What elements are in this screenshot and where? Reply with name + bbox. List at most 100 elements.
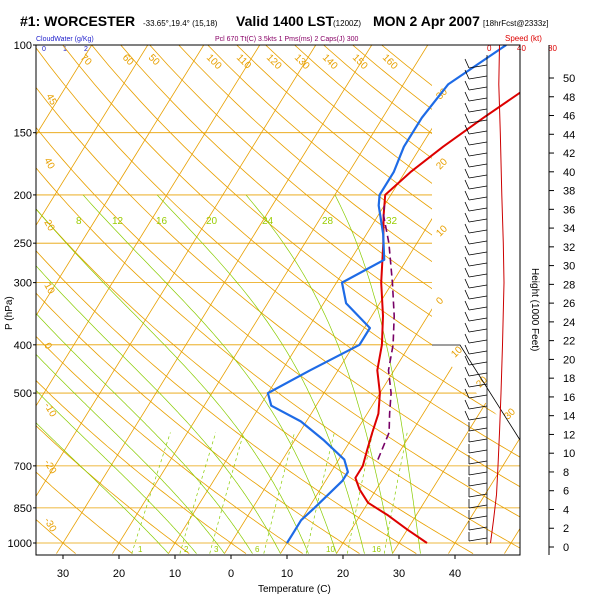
dry-adiabat-left-label: 45 (43, 92, 58, 108)
y-tick-label: 400 (14, 340, 32, 352)
height-tick-label: 40 (563, 167, 575, 179)
isotherm-line (448, 45, 520, 554)
moist-adiabat-line (36, 194, 169, 554)
height-tick-label: 4 (563, 504, 569, 516)
mixing-ratio-bottom-label: 16 (372, 545, 381, 554)
wind-speed-line (490, 44, 505, 544)
mixing-ratio-line (346, 432, 374, 554)
height-tick-label: 10 (563, 448, 575, 460)
cloudwater-label: CloudWater (g/Kg) (36, 36, 94, 43)
dry-adiabat-left-label: 0 (41, 341, 54, 352)
height-tick-label: 28 (563, 279, 575, 291)
dry-adiabat-line (265, 45, 520, 554)
y-tick-label: 1000 (8, 538, 32, 550)
wind-barb-flag (464, 113, 470, 124)
wind-barb-flag (464, 69, 470, 80)
isotherm-label: 10 (449, 344, 465, 360)
wind-barb (468, 416, 488, 421)
isotherm-line (112, 45, 435, 554)
wind-barb (468, 438, 488, 443)
valid-time: Valid 1400 LST (236, 13, 334, 29)
dry-adiabat-label: 110 (234, 52, 253, 71)
dry-adiabat-line (120, 45, 520, 554)
dry-adiabat-line (36, 45, 417, 554)
wind-barb (468, 526, 488, 531)
wind-barb (468, 405, 488, 410)
height-axis: 0246810121416182022242628303234363840424… (549, 73, 575, 554)
mixing-ratio-label: 24 (262, 216, 274, 227)
x-axis-title: Temperature (C) (258, 584, 331, 595)
wind-barb-flag (464, 410, 470, 421)
y-tick-label: 850 (14, 503, 32, 515)
y-tick-label: 300 (14, 278, 32, 290)
height-tick-label: 44 (563, 129, 575, 141)
wind-barb-flag (464, 157, 470, 168)
speed-tick-label: 0 (487, 44, 492, 53)
plot-frame (35, 44, 521, 556)
wind-barb-flag (464, 355, 470, 366)
height-tick-label: 22 (563, 336, 575, 348)
date-label: MON 2 Apr 2007 (373, 13, 480, 29)
mixing-ratio-bottom-label: 10 (326, 545, 335, 554)
wind-barb (468, 284, 488, 289)
wind-barb (468, 339, 488, 344)
wind-barb (468, 229, 488, 234)
dry-adiabat-left-label: 20 (41, 218, 56, 234)
mixing-ratio-bottom-label: 3 (214, 545, 219, 554)
x-tick-label: 20 (337, 568, 349, 580)
dry-adiabat-line (36, 45, 520, 554)
dry-adiabat-line (36, 45, 520, 554)
wind-barb (468, 493, 488, 498)
wind-barb (468, 504, 488, 509)
wind-barb (468, 185, 488, 190)
x-tick-label: 30 (393, 568, 405, 580)
y-axis: 100 150 200 250 300 400 500 700 850 1000 (8, 40, 36, 550)
dry-adiabat-left-label: -20 (41, 458, 58, 476)
wind-barb (468, 251, 488, 256)
sounding-series (266, 45, 520, 544)
mixing-ratio-label: 16 (156, 216, 168, 227)
wind-barb-flag (464, 201, 470, 212)
height-tick-label: 38 (563, 186, 575, 198)
dry-adiabat-label: 140 (320, 52, 340, 72)
wind-barb-flag (464, 168, 470, 179)
wind-barb-flag (464, 366, 470, 377)
dry-adiabat-label: 60 (120, 52, 136, 68)
isotherm-label: 10 (434, 223, 450, 239)
wind-barb (468, 295, 488, 300)
height-axis-title: Height (1000 Feet) (529, 268, 540, 351)
dry-adiabat-line (36, 45, 360, 554)
wind-barb (468, 207, 488, 212)
station-title: #1: WORCESTER (20, 13, 135, 29)
height-tick-label: 2 (563, 523, 569, 535)
wind-barb (468, 317, 488, 322)
isotherm-line (56, 45, 379, 554)
wind-barb (468, 537, 488, 542)
wind-barb-flag (464, 179, 470, 190)
height-tick-label: 8 (563, 467, 569, 479)
mixing-ratio-bottom-label: 1 (138, 545, 143, 554)
height-tick-label: 48 (563, 92, 575, 104)
moist-adiabat-line (156, 194, 365, 554)
moist-adiabat-line (245, 194, 393, 554)
wind-barb (468, 460, 488, 465)
isotherm-line (168, 45, 491, 554)
dry-adiabat-line (62, 45, 520, 554)
mixing-ratio-line (305, 432, 335, 554)
mixing-ratio-label: 32 (386, 216, 398, 227)
wind-barb (468, 372, 488, 377)
dry-adiabat-line (36, 45, 247, 554)
wind-barb (468, 174, 488, 179)
wind-barbs (432, 55, 521, 545)
height-tick-label: 12 (563, 429, 575, 441)
dry-adiabat-line (36, 45, 520, 554)
dry-adiabat-line (149, 45, 520, 554)
x-axis: 30 20 10 0 10 20 30 40 (57, 555, 461, 580)
wind-barb (468, 350, 488, 355)
wind-barb-flag (464, 146, 470, 157)
cloudwater-tick-label: 0 (42, 46, 46, 53)
moist-adiabat-line (334, 194, 421, 554)
wind-barb-flag (464, 267, 470, 278)
wind-barb (468, 394, 488, 399)
